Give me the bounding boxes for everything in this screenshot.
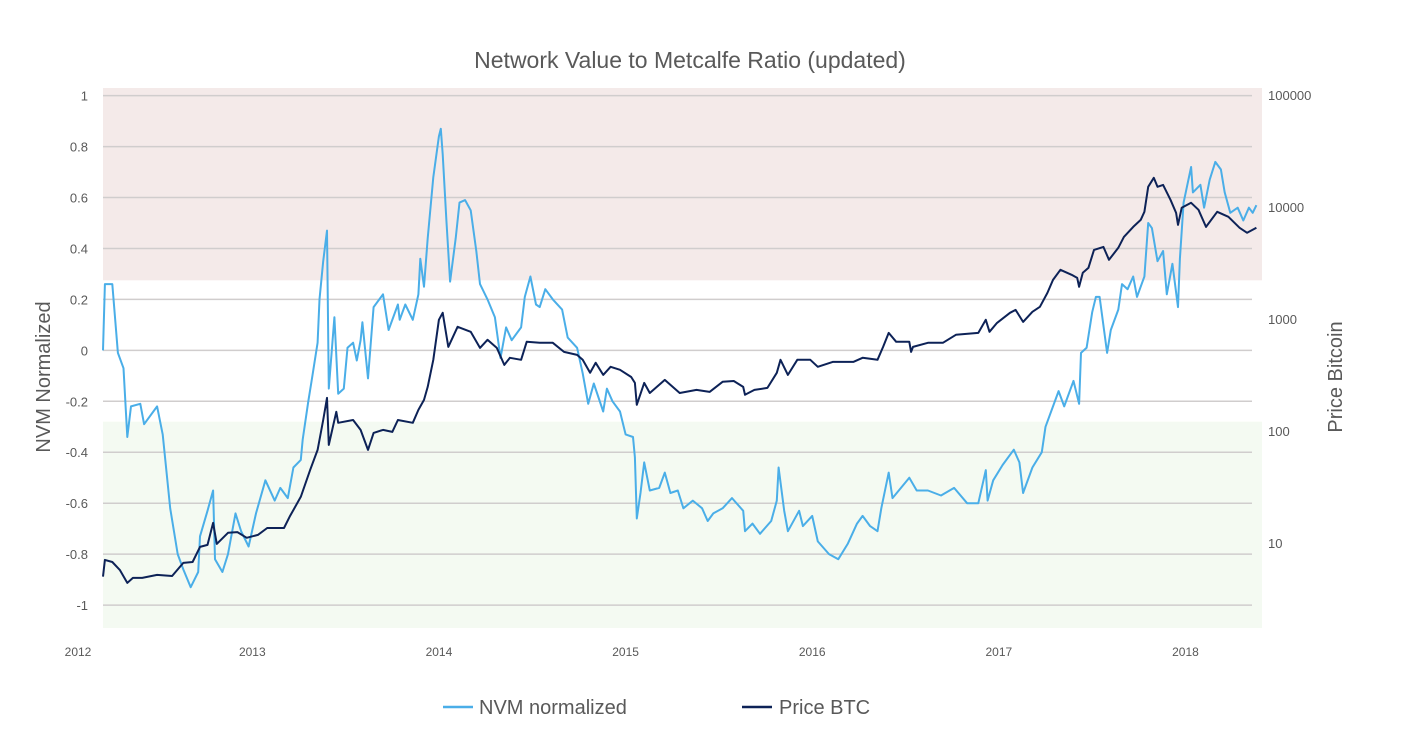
y-left-tick-label: 0.6	[70, 191, 88, 206]
y-left-tick-label: -1	[76, 598, 88, 613]
price-btc-line	[102, 176, 1257, 584]
legend: NVM normalized Price BTC	[443, 697, 870, 719]
y-left-tick-label: -0.6	[66, 496, 88, 511]
y-left-tick-label: 0.2	[70, 292, 88, 307]
y-right-tick-label: 1000	[1268, 312, 1297, 327]
x-tick-label: 2014	[426, 645, 453, 659]
legend-label-nvm: NVM normalized	[479, 697, 627, 719]
y-right-tick-label: 100	[1268, 424, 1290, 439]
y-left-tick-label: -0.2	[66, 394, 88, 409]
y-left-tick-label: 0.4	[70, 241, 88, 256]
y-right-tick-label: 10000	[1268, 200, 1304, 215]
nvm-normalized-line	[102, 127, 1258, 589]
chart-title: Network Value to Metcalfe Ratio (updated…	[474, 47, 906, 73]
legend-label-price: Price BTC	[779, 697, 870, 719]
y-left-tick-label: 1	[81, 89, 88, 104]
x-tick-label: 2017	[985, 645, 1012, 659]
y-axis-right-label: Price Bitcoin	[1325, 321, 1347, 432]
y-axis-left-label: NVM Normalized	[33, 301, 55, 452]
x-tick-label: 2013	[239, 645, 266, 659]
x-tick-label: 2015	[612, 645, 639, 659]
x-tick-label: 2018	[1172, 645, 1199, 659]
y-left-tick-label: -0.4	[66, 445, 88, 460]
y-left-tick-label: -0.8	[66, 547, 88, 562]
y-right-tick-label: 100000	[1268, 88, 1311, 103]
y-left-tick-label: 0	[81, 343, 88, 358]
undervalued-band	[103, 421, 1262, 628]
y-right-tick-label: 10	[1268, 536, 1282, 551]
x-tick-label: 2016	[799, 645, 826, 659]
x-tick-label: 2012	[65, 645, 92, 659]
y-left-tick-label: 0.8	[70, 140, 88, 155]
overvalued-band	[103, 88, 1262, 281]
